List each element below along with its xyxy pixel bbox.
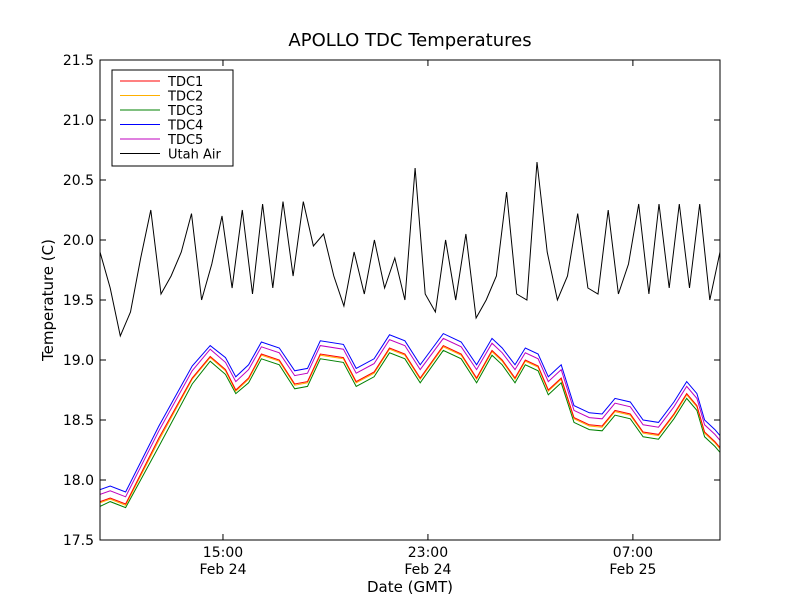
series-line-tdc5 xyxy=(100,337,720,498)
y-axis-ticks: 17.5 18.0 18.5 19.0 19.5 20.0 20.5 21.0 21.5 xyxy=(63,53,720,549)
legend-label: TDC1 xyxy=(167,75,203,90)
legend-label: TDC3 xyxy=(167,104,203,119)
series-line-utah-air xyxy=(100,161,720,338)
y-tick-label: 21.0 xyxy=(63,113,94,129)
y-tick-label: 19.0 xyxy=(63,353,94,369)
x-tick-time-label: 15:00 xyxy=(203,545,243,561)
legend-box xyxy=(111,69,234,167)
x-tick-date-label: Feb 24 xyxy=(199,562,246,578)
series-line-tdc2 xyxy=(100,346,720,506)
y-axis-label: Temperature (C) xyxy=(39,239,57,362)
y-tick-label: 20.0 xyxy=(63,233,94,249)
y-tick-label: 20.5 xyxy=(63,173,94,189)
series-line-tdc3 xyxy=(100,349,720,509)
x-tick-date-label: Feb 25 xyxy=(609,562,656,578)
legend-label: TDC5 xyxy=(167,133,203,148)
y-tick-label: 21.5 xyxy=(63,53,94,69)
x-tick-time-label: 23:00 xyxy=(408,545,448,561)
y-tick-label: 19.5 xyxy=(63,293,94,309)
y-tick-label: 18.5 xyxy=(63,413,94,429)
y-tick-label: 18.0 xyxy=(63,473,94,489)
series-line-tdc4 xyxy=(100,332,720,493)
series-lines xyxy=(100,161,720,509)
series-line-tdc1 xyxy=(100,344,720,505)
chart-title: APOLLO TDC Temperatures xyxy=(288,30,531,51)
x-axis-label: Date (GMT) xyxy=(367,578,453,596)
plot-area: 17.5 18.0 18.5 19.0 19.5 20.0 20.5 21.0 21.5 15:… xyxy=(63,53,721,578)
x-tick-date-label: Feb 24 xyxy=(404,562,451,578)
legend-label: TDC4 xyxy=(167,119,203,134)
y-tick-label: 17.5 xyxy=(63,533,94,549)
legend-label: Utah Air xyxy=(168,148,221,163)
x-tick-time-label: 07:00 xyxy=(613,545,653,561)
legend-label: TDC2 xyxy=(167,90,203,105)
